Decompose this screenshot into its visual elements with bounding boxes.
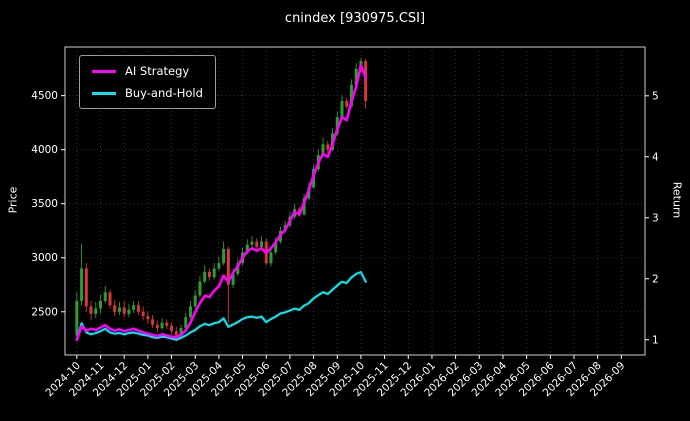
chart-legend: AI Strategy Buy-and-Hold — [79, 55, 216, 109]
svg-text:2: 2 — [652, 273, 659, 285]
buy-and-hold-line-swatch — [92, 91, 116, 95]
legend-item-buy-and-hold: Buy-and-Hold — [92, 86, 203, 100]
chart-title: cnindex [930975.CSI] — [284, 11, 426, 26]
svg-text:4000: 4000 — [31, 144, 58, 156]
svg-text:1: 1 — [652, 334, 659, 346]
svg-text:4500: 4500 — [31, 90, 58, 102]
ai-strategy-line-swatch — [92, 69, 116, 73]
svg-text:2500: 2500 — [31, 306, 58, 318]
legend-label: AI Strategy — [125, 64, 190, 78]
svg-text:4: 4 — [652, 151, 659, 163]
right-axis-label: Return — [670, 181, 684, 219]
svg-text:3000: 3000 — [31, 252, 58, 264]
svg-text:3500: 3500 — [31, 198, 58, 210]
svg-text:5: 5 — [652, 90, 659, 102]
left-axis-label: Price — [6, 186, 20, 214]
legend-label: Buy-and-Hold — [125, 86, 203, 100]
svg-text:3: 3 — [652, 212, 659, 224]
legend-item-ai-strategy: AI Strategy — [92, 64, 203, 78]
